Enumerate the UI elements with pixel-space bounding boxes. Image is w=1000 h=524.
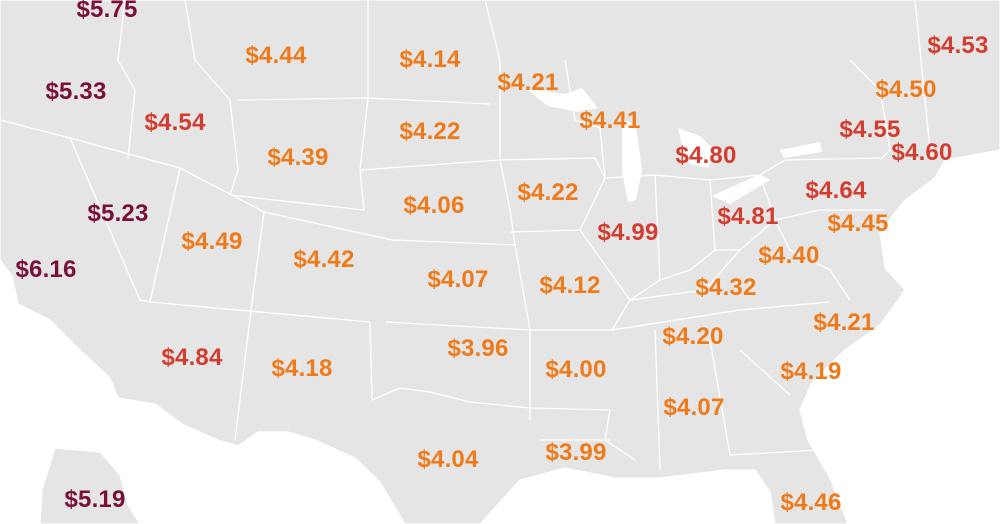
price-label-mi: $4.80 — [675, 142, 737, 169]
price-label-mn: $4.21 — [497, 69, 559, 96]
price-label-mt: $4.44 — [245, 42, 307, 69]
price-label-co: $4.42 — [293, 246, 355, 273]
price-label-ut: $4.49 — [181, 228, 243, 255]
lake-michigan — [622, 118, 642, 202]
state-borders — [0, 0, 930, 470]
price-label-pa: $4.60 — [891, 139, 953, 166]
price-label-tn: $4.20 — [662, 323, 724, 350]
price-label-fl: $4.46 — [780, 489, 842, 516]
price-label-sc: $4.19 — [780, 358, 842, 385]
price-label-ak: $5.19 — [64, 486, 126, 513]
price-label-mo: $4.12 — [539, 272, 601, 299]
price-label-va: $4.45 — [827, 210, 889, 237]
price-label-ne: $4.06 — [403, 192, 465, 219]
price-label-la: $3.99 — [545, 439, 607, 466]
price-label-ia: $4.22 — [517, 179, 579, 206]
lake-superior — [525, 88, 598, 112]
price-label-ky: $4.32 — [695, 274, 757, 301]
price-label-tx: $4.04 — [417, 446, 479, 473]
price-label-nv: $5.23 — [87, 200, 149, 227]
price-label-nm: $4.18 — [271, 355, 333, 382]
price-label-me: $4.53 — [927, 32, 989, 59]
price-label-or: $5.33 — [45, 78, 107, 105]
price-label-ks: $4.07 — [427, 266, 489, 293]
price-label-wa: $5.75 — [76, 0, 138, 23]
price-label-ny: $4.55 — [839, 116, 901, 143]
lake-huron — [678, 128, 716, 168]
price-label-wv: $4.40 — [758, 242, 820, 269]
alaska-landmass — [39, 447, 141, 524]
price-label-wi: $4.41 — [579, 107, 641, 134]
price-label-nc: $4.21 — [813, 309, 875, 336]
price-label-il: $4.99 — [597, 219, 659, 246]
price-label-ca: $6.16 — [15, 256, 77, 283]
price-label-wy: $4.39 — [267, 144, 329, 171]
price-label-oh: $4.64 — [805, 177, 867, 204]
price-label-nd: $4.14 — [399, 46, 461, 73]
lake-erie — [712, 174, 770, 204]
price-label-ms: $4.07 — [663, 394, 725, 421]
price-label-in: $4.81 — [717, 203, 779, 230]
price-label-vt: $4.50 — [875, 76, 937, 103]
lake-ontario — [780, 142, 822, 158]
price-label-sd: $4.22 — [399, 118, 461, 145]
price-label-ok: $3.96 — [447, 335, 509, 362]
price-label-ar: $4.00 — [545, 356, 607, 383]
price-label-az: $4.84 — [161, 344, 223, 371]
price-label-id: $4.54 — [144, 109, 206, 136]
